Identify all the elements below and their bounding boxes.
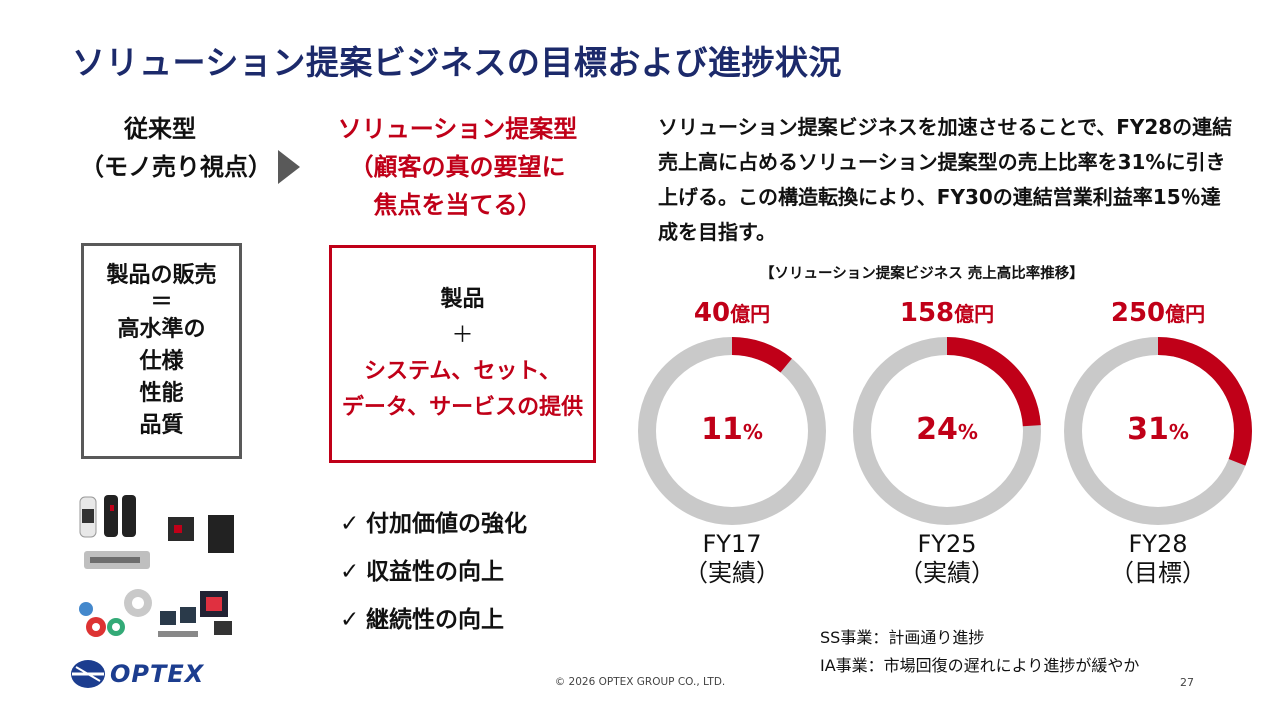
arrow-right-icon [278,150,300,184]
copyright: © 2026 OPTEX GROUP CO., LTD. [554,676,726,688]
amount-label: 40億円 [693,298,771,328]
solution-heading-line3: 焦点を当てる） [373,191,542,219]
solution-box-line: データ、サービスの提供 [341,395,584,420]
conventional-box-line: 仕様 [139,349,184,374]
list-item: ✓ 収益性の向上 [340,548,527,596]
donut-svg [1064,337,1252,525]
fiscal-year-label: FY25 （実績） [899,530,995,587]
conventional-heading: 従来型 （モノ売り視点） [80,110,272,186]
check-icon: ✓ [340,559,360,585]
logo-mark-icon [71,660,105,688]
list-item: ✓ 付加価値の強化 [340,500,527,548]
solution-heading-line2: （顧客の真の要望に [349,153,566,181]
optex-logo: OPTEX [70,659,204,689]
donut-filled-slice [853,337,1041,525]
check-icon: ✓ [340,511,360,537]
solution-heading-line1: ソリューション提案型 [337,115,578,143]
conventional-box-line: 品質 [139,413,184,438]
percent-label: 31% [1127,412,1189,447]
amount-label: 158億円 [899,298,995,328]
product-photos [79,495,234,637]
chart-title: 【ソリューション提案ビジネス 売上高比率推移】 [760,266,1084,282]
solution-box: 製品 ＋ システム、セット、 データ、サービスの提供 [329,245,596,463]
fiscal-year-label: FY28 （目標） [1110,530,1206,587]
donut-filled-slice [1064,337,1252,525]
amount-label: 250億円 [1110,298,1206,328]
conventional-box-line: 高水準の [117,317,206,342]
benefit-list: ✓ 付加価値の強化 ✓ 収益性の向上 ✓ 継続性の向上 [340,500,527,644]
strategy-description: ソリューション提案ビジネスを加速させることで、FY28の連結売上高に占めるソリュ… [658,115,1233,244]
conventional-heading-line2: （モノ売り視点） [80,153,272,181]
page-number: 27 [1180,676,1194,689]
percent-label: 11% [701,412,763,447]
donut-svg [638,337,826,525]
page-title: ソリューション提案ビジネスの目標および進捗状況 [72,43,842,82]
check-icon: ✓ [340,607,360,633]
donut-chart-fy17: 40億円 11% FY17 （実績） [637,298,827,588]
donut-chart-fy28: 250億円 31% FY28 （目標） [1063,298,1253,588]
note-ss: SS事業：計画通り進捗 [820,628,985,647]
solution-heading: ソリューション提案型 （顧客の真の要望に 焦点を当てる） [335,110,580,224]
solution-box-plus: ＋ [451,323,474,348]
solution-box-line: システム、セット、 [364,359,561,384]
conventional-box-line: 製品の販売 [106,263,217,288]
donut-chart-fy25: 158億円 24% FY25 （実績） [852,298,1042,588]
conventional-box: 製品の販売 ＝ 高水準の 仕様 性能 品質 [81,243,242,459]
conventional-box-line: ＝ [150,290,173,315]
fiscal-year-label: FY17 （実績） [684,530,780,587]
donut-svg [853,337,1041,525]
percent-label: 24% [916,412,978,447]
list-item: ✓ 継続性の向上 [340,596,527,644]
logo-text: OPTEX [110,660,205,688]
donut-filled-slice [638,337,826,525]
conventional-box-line: 性能 [139,381,184,406]
note-ia: IA事業：市場回復の遅れにより進捗が緩やか [820,656,1140,675]
business-notes: SS事業：計画通り進捗 IA事業：市場回復の遅れにより進捗が緩やか [820,624,1139,680]
conventional-heading-line1: 従来型 [124,115,196,143]
solution-box-products: 製品 [440,287,485,312]
